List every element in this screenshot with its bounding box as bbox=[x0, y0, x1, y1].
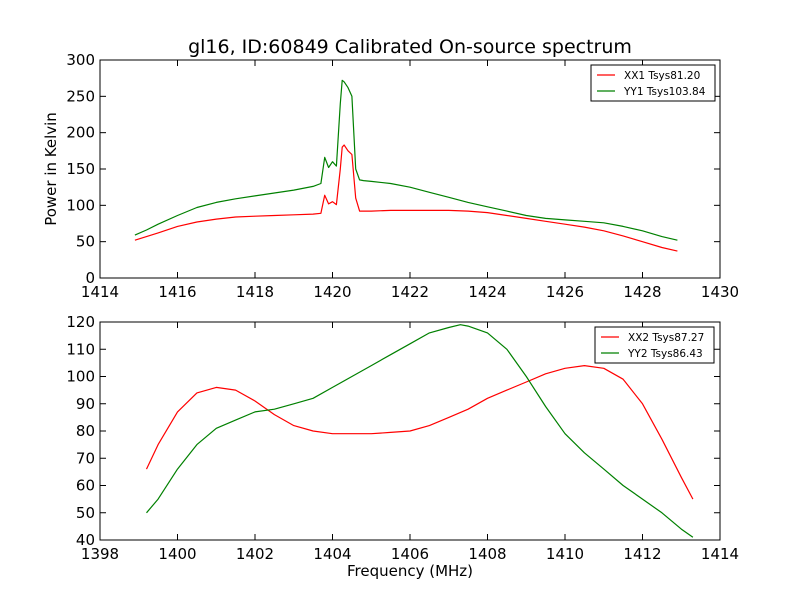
top-x-tick-label: 1426 bbox=[546, 283, 584, 301]
top-x-tick-label: 1422 bbox=[391, 283, 429, 301]
top-y-tick-label: 50 bbox=[76, 233, 95, 251]
bottom-ticks-layer: 1398 1400 1402 1404 1406 1408 1410 1412 1414 40 50… bbox=[66, 313, 739, 563]
top-x-tick-label: 1430 bbox=[701, 283, 739, 301]
top-ticks-layer: 1414 1416 1418 1420 1422 1424 1426 1428 1430 0 50 1… bbox=[66, 51, 739, 301]
bottom-x-tick-label: 1404 bbox=[313, 545, 351, 563]
top-y-axis-label: Power in Kelvin bbox=[42, 112, 60, 226]
bottom-x-tick-label: 1410 bbox=[546, 545, 584, 563]
top-series-layer bbox=[134, 79, 678, 252]
top-y-tick-label: 150 bbox=[66, 160, 95, 178]
top-legend-label-xx1: XX1 Tsys81.20 bbox=[624, 70, 700, 82]
bottom-legend: XX2 Tsys87.27 YY2 Tsys86.43 bbox=[594, 326, 715, 364]
bottom-series-layer bbox=[145, 324, 694, 538]
bottom-y-tick-label: 90 bbox=[76, 395, 95, 413]
bottom-y-tick-label: 120 bbox=[66, 313, 95, 331]
bottom-y-tick-label: 60 bbox=[76, 477, 95, 495]
bottom-plot-panel: 1398 1400 1402 1404 1406 1408 1410 1412 1414 40 50… bbox=[66, 313, 739, 580]
top-y-tick-label: 250 bbox=[66, 87, 95, 105]
bottom-y-tick-label: 80 bbox=[76, 422, 95, 440]
bottom-x-tick-label: 1406 bbox=[391, 545, 429, 563]
top-legend-box bbox=[590, 64, 716, 102]
top-legend: XX1 Tsys81.20 YY1 Tsys103.84 bbox=[590, 64, 716, 102]
bottom-legend-label-yy2: YY2 Tsys86.43 bbox=[627, 348, 703, 360]
top-x-tick-label: 1416 bbox=[158, 283, 196, 301]
bottom-y-tick-label: 110 bbox=[66, 340, 95, 358]
top-series-line-0 bbox=[134, 144, 678, 252]
bottom-x-tick-label: 1408 bbox=[468, 545, 506, 563]
bottom-x-tick-label: 1412 bbox=[623, 545, 661, 563]
top-legend-label-yy1: YY1 Tsys103.84 bbox=[623, 86, 706, 98]
bottom-legend-label-xx2: XX2 Tsys87.27 bbox=[628, 332, 704, 344]
top-series-line-1 bbox=[134, 79, 678, 241]
bottom-x-tick-label: 1402 bbox=[236, 545, 274, 563]
top-y-tick-label: 0 bbox=[85, 269, 95, 287]
top-y-tick-label: 300 bbox=[66, 51, 95, 69]
bottom-x-tick-label: 1400 bbox=[158, 545, 196, 563]
top-x-tick-label: 1414 bbox=[81, 283, 119, 301]
bottom-series-line-1 bbox=[146, 324, 694, 538]
chart-title: gl16, ID:60849 Calibrated On-source spec… bbox=[188, 36, 632, 58]
top-x-tick-label: 1418 bbox=[236, 283, 274, 301]
bottom-y-tick-label: 40 bbox=[76, 531, 95, 549]
bottom-x-tick-label: 1398 bbox=[81, 545, 119, 563]
bottom-y-tick-label: 70 bbox=[76, 449, 95, 467]
bottom-legend-box bbox=[594, 326, 715, 364]
top-x-tick-label: 1424 bbox=[468, 283, 506, 301]
bottom-series-line-0 bbox=[145, 365, 694, 500]
top-y-tick-label: 100 bbox=[66, 196, 95, 214]
top-plot-panel: 1414 1416 1418 1420 1422 1424 1426 1428 1430 0 50 1… bbox=[42, 51, 739, 301]
bottom-x-axis-label: Frequency (MHz) bbox=[347, 562, 473, 580]
bottom-x-tick-label: 1414 bbox=[701, 545, 739, 563]
top-x-tick-label: 1420 bbox=[313, 283, 351, 301]
bottom-y-tick-label: 50 bbox=[76, 504, 95, 522]
top-x-tick-label: 1428 bbox=[623, 283, 661, 301]
bottom-y-tick-label: 100 bbox=[66, 368, 95, 386]
top-y-tick-label: 200 bbox=[66, 124, 95, 142]
